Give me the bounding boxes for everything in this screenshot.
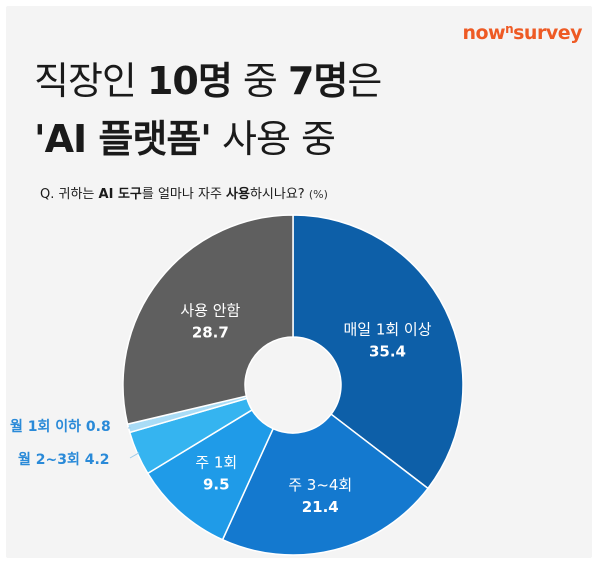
slice-value-매일-1회-이상: 35.4 xyxy=(369,342,406,360)
callout-label-월-1회-이하: 월 1회 이하 0.8 xyxy=(10,418,111,435)
callout-label-월-2-3회: 월 2~3회 4.2 xyxy=(18,451,110,468)
headline: 직장인 10명 중 7명은 'AI 플랫폼' 사용 중 xyxy=(34,52,574,168)
callout-line-월-2-3회 xyxy=(129,452,140,459)
slice-label-사용-안함: 사용 안함 xyxy=(180,302,240,320)
brand-logo: nownsurvey xyxy=(462,22,582,44)
slice-사용-안함 xyxy=(122,214,294,426)
slice-value-주-3-4회: 21.4 xyxy=(302,498,339,516)
slice-label-매일-1회-이상: 매일 1회 이상 xyxy=(343,320,431,338)
survey-question: Q. 귀하는 AI 도구를 얼마나 자주 사용하시나요? (%) xyxy=(40,187,328,202)
slice-label-주-3-4회: 주 3~4회 xyxy=(288,476,352,494)
slice-value-주-1회: 9.5 xyxy=(203,475,230,493)
slice-주-1회 xyxy=(146,408,275,541)
headline-line-2: 'AI 플랫폼' 사용 중 xyxy=(34,117,336,161)
slice-label-주-1회: 주 1회 xyxy=(195,453,237,471)
headline-line-1: 직장인 10명 중 7명은 xyxy=(34,59,382,103)
slice-매일-1회-이상 xyxy=(292,214,464,490)
slice-주-3-4회 xyxy=(221,413,430,556)
slice-value-사용-안함: 28.7 xyxy=(192,324,229,342)
